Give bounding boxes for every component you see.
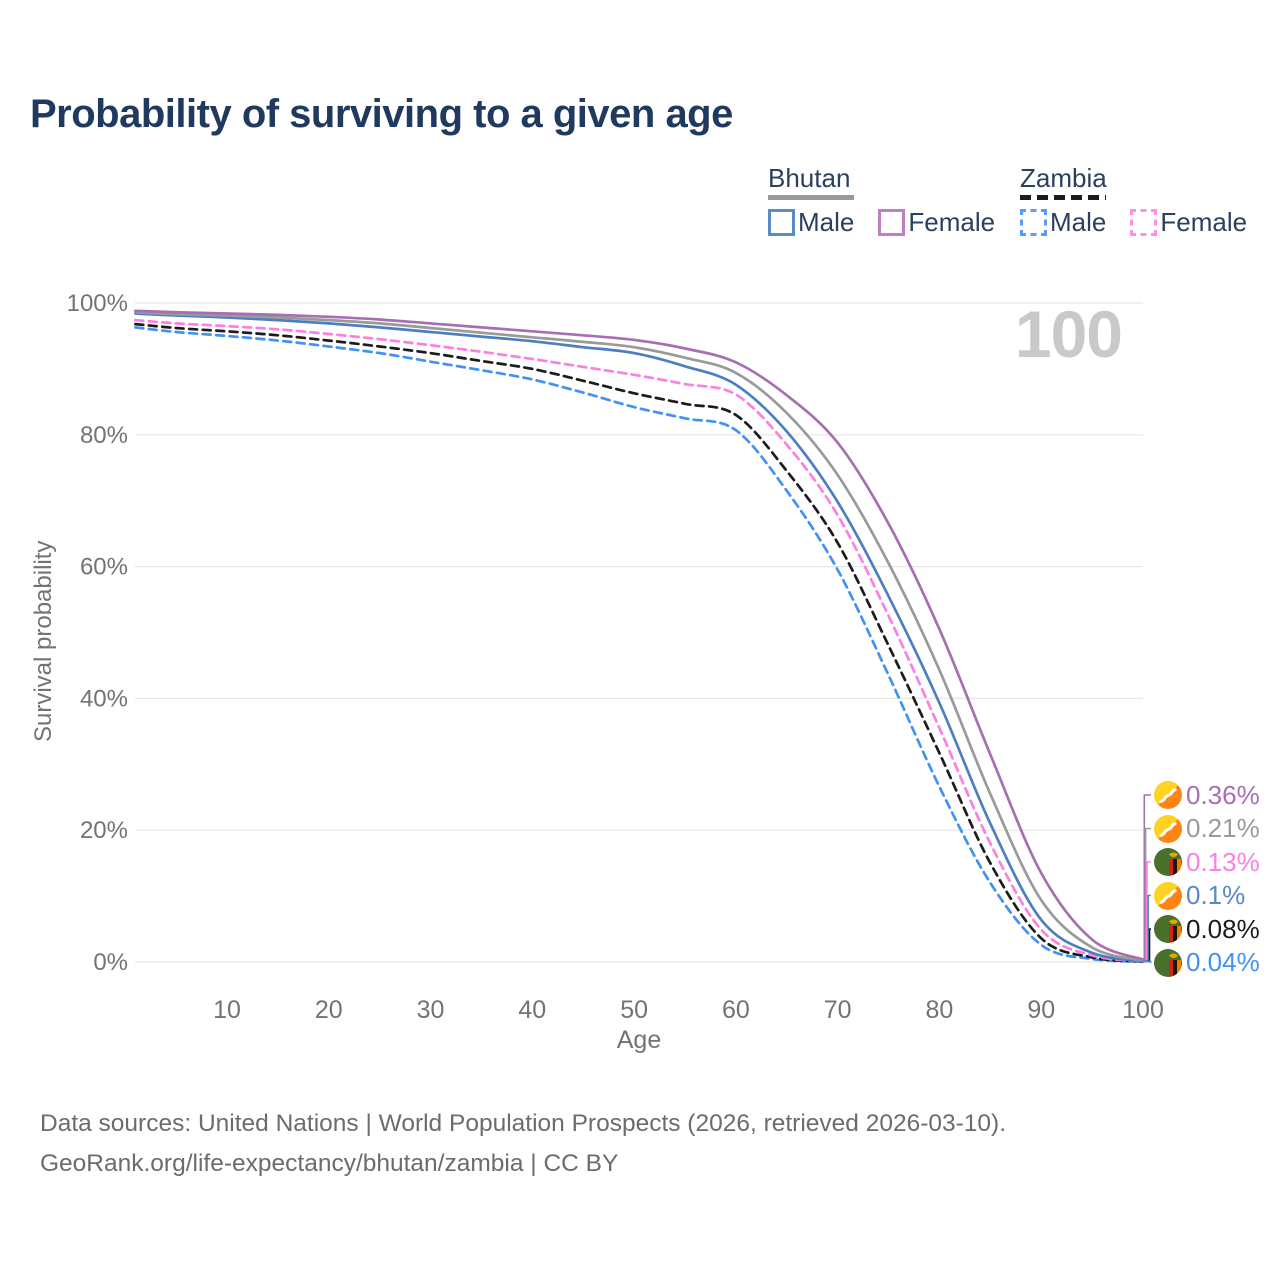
legend-underline-solid [768, 195, 854, 200]
x-tick-label: 20 [315, 996, 343, 1024]
x-tick-label: 100 [1122, 996, 1164, 1024]
series-line-bhutan-female [134, 309, 1145, 961]
x-axis-title: Age [616, 1026, 662, 1054]
end-label-bhutan-both-sexes: 0.21% [1154, 813, 1260, 844]
x-tick-label: 30 [417, 996, 445, 1024]
footer: Data sources: United Nations | World Pop… [40, 1104, 1006, 1184]
legend-group-title-bhutan: Bhutan [768, 163, 851, 193]
legend-group-title-zambia: Zambia [1020, 163, 1107, 193]
bhutan-flag-icon [1154, 881, 1182, 910]
x-tick-label: 90 [1027, 996, 1055, 1024]
data-sources-line: Data sources: United Nations | World Pop… [40, 1110, 1007, 1137]
x-tick-label: 70 [824, 996, 852, 1024]
legend-underline-dashed [1020, 195, 1106, 200]
legend-label-zambia-male[interactable]: Male [1050, 207, 1107, 237]
zambia-flag-icon [1154, 915, 1182, 943]
end-label-zambia-female: 0.13% [1154, 847, 1260, 877]
legend-swatch-zambia-male[interactable] [1020, 209, 1047, 236]
x-tick-label: 60 [722, 996, 750, 1024]
legend-row-zambia: Male Female [1020, 207, 1271, 238]
bhutan-flag-icon [1154, 781, 1182, 809]
end-label-zambia-both-sexes: 0.08% [1154, 914, 1260, 944]
y-tick-label: 0% [93, 949, 128, 976]
legend-label-bhutan-female[interactable]: Female [908, 207, 996, 237]
x-tick-label: 10 [213, 996, 241, 1024]
attribution-line: GeoRank.org/life-expectancy/bhutan/zambi… [40, 1150, 619, 1177]
series-line-zambia-both-sexes [134, 322, 1145, 963]
end-label-connector [1143, 794, 1151, 961]
series-line-zambia-male [134, 326, 1145, 964]
age-watermark: 100 [1014, 297, 1123, 371]
x-tick-label: 50 [620, 996, 648, 1024]
chart-title: Probability of surviving to a given age [30, 92, 733, 136]
zambia-flag-icon [1154, 948, 1182, 977]
legend-swatch-bhutan-male[interactable] [768, 209, 795, 236]
end-label-value: 0.1% [1186, 880, 1246, 910]
legend-row-bhutan: Male Female [768, 207, 1019, 238]
legend-group-bhutan: Bhutan Male Female [768, 163, 1019, 238]
end-label-value: 0.36% [1186, 779, 1260, 810]
end-label-bhutan-male: 0.1% [1154, 880, 1246, 911]
x-tick-label: 80 [926, 996, 954, 1024]
y-axis-title: Survival probability [30, 540, 57, 742]
end-label-value: 0.04% [1186, 947, 1260, 977]
zambia-flag-icon [1154, 848, 1182, 876]
y-tick-label: 100% [67, 290, 128, 317]
end-label-value: 0.21% [1186, 813, 1260, 843]
y-tick-label: 20% [80, 817, 128, 844]
y-tick-label: 40% [80, 685, 128, 712]
end-label-zambia-male: 0.04% [1154, 947, 1260, 978]
y-tick-label: 60% [80, 554, 128, 581]
bhutan-flag-icon [1154, 814, 1182, 843]
series-line-bhutan-male [134, 312, 1145, 963]
end-label-bhutan-female: 0.36% [1154, 780, 1260, 810]
legend-swatch-zambia-female[interactable] [1130, 209, 1158, 236]
series-line-bhutan-both-sexes [134, 310, 1145, 962]
end-label-value: 0.08% [1186, 913, 1260, 944]
end-label-value: 0.13% [1186, 846, 1260, 877]
x-tick-label: 40 [518, 996, 546, 1024]
legend-label-zambia-female[interactable]: Female [1160, 207, 1248, 237]
end-label-connector [1143, 960, 1152, 964]
legend-swatch-bhutan-female[interactable] [878, 209, 906, 236]
legend-label-bhutan-male[interactable]: Male [798, 207, 855, 237]
y-tick-label: 80% [80, 422, 128, 449]
series-line-zambia-female [134, 318, 1145, 963]
legend-group-zambia: Zambia Male Female [1020, 163, 1271, 238]
